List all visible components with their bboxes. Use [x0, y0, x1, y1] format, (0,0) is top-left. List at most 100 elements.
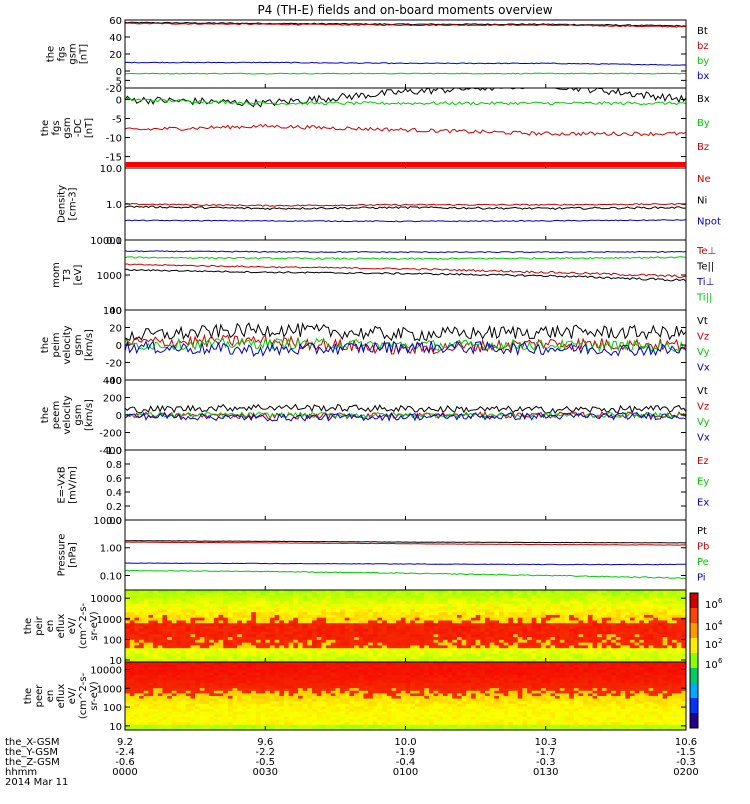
y-axis-label: E=-VxB[mV/m] [57, 466, 79, 504]
y-tick-label: 0 [116, 411, 122, 422]
y-axis-label-line: [mV/m] [68, 466, 79, 504]
legend-entry: Pi [697, 573, 706, 584]
series-line-by [125, 73, 686, 74]
y-tick-label: 5 [116, 76, 122, 87]
y-axis-label-line: the [23, 618, 34, 634]
y-axis-label: Density[cm-3] [57, 185, 79, 223]
y-tick-label: 0.4 [106, 488, 122, 499]
panel-8: 10.00 1.00 0.10 Pressure[nPa] Pt Pb Pe Pi [57, 516, 710, 590]
series-line-Te|| [125, 269, 686, 281]
y-tick-label: 400 [103, 376, 122, 387]
legend-entry: Ni [697, 195, 707, 206]
series-line-Pe [125, 570, 686, 578]
legend-entry: Bx [697, 94, 710, 105]
y-tick-label: 40 [109, 33, 122, 44]
y-tick-label: -10 [106, 134, 122, 145]
y-axis-label-line: velocity [62, 395, 73, 434]
series-line-Bz [125, 124, 686, 135]
y-axis-label-line: gsm [73, 404, 84, 425]
legend-entry: Pt [697, 526, 707, 537]
y-axis-label-line: eflux [56, 614, 67, 639]
y-tick-label: 1000 [97, 271, 122, 282]
y-tick-label: -20 [106, 359, 122, 370]
series-line-Npot [125, 220, 686, 222]
y-axis-label-line: Pressure [57, 534, 68, 577]
legend-entry: Pb [697, 542, 709, 553]
y-tick-label: 10.00 [93, 516, 122, 527]
y-axis-label-line: [nT] [84, 118, 95, 138]
y-axis-label-line: (cm^2-s- [78, 602, 89, 649]
legend-entry: Vz [697, 402, 709, 413]
y-axis-label: thepeemvelocitygsm[km/s] [40, 395, 95, 434]
y-axis-label-line: peir [34, 615, 45, 635]
series-line-Vt [125, 323, 686, 340]
legend-entry: Ex [697, 497, 709, 508]
legend-entry: Bz [697, 142, 709, 153]
y-axis-label-line: sr-eV) [89, 611, 100, 640]
legend-entry: Ez [697, 456, 709, 467]
y-axis-label-line: T3 [62, 269, 73, 282]
legend-entry: Vy [697, 347, 710, 358]
series-line-Pi [125, 563, 686, 565]
legend-entry: Pe [697, 557, 709, 568]
y-tick-label: 20 [109, 324, 122, 335]
y-tick-label: 60 [109, 16, 122, 27]
series-line-Te⊥ [125, 264, 686, 278]
y-tick-label: -5 [112, 114, 122, 125]
legend-entry: bz [697, 41, 709, 52]
legend-entry: Ti|| [696, 293, 712, 304]
y-tick-label: 20 [109, 50, 122, 61]
y-tick-label: 40 [109, 306, 122, 317]
figure-title: P4 (TH-E) fields and on-board moments ov… [257, 3, 552, 17]
y-tick-label: -15 [106, 153, 122, 164]
y-axis-label-line: [nT] [79, 44, 90, 64]
y-axis-label-line: the [46, 46, 57, 62]
y-axis-label-line: fgs [51, 120, 62, 135]
legend-entry: Vx [697, 363, 710, 374]
panel-5: 40200-20-40thepeimvelocitygsm[km/s]VtVzV… [40, 306, 710, 387]
y-axis-label-line: Density [57, 185, 68, 223]
legend-entry: Vt [697, 316, 708, 327]
y-axis-label: thefgsgsm-DC[nT] [40, 117, 95, 138]
y-tick-label: 1.0 [106, 200, 122, 211]
legend-entry: Te|| [696, 262, 714, 273]
y-axis-label-line: [eV] [73, 265, 84, 286]
y-tick-label: 1.00 [100, 544, 122, 555]
y-tick-label: 1.0 [106, 446, 122, 457]
y-tick-label: 10000 [90, 594, 122, 605]
series-line-Ni [125, 206, 686, 210]
panel-6: 4002000-200-400thepeemvelocitygsm[km/s]V… [40, 376, 710, 457]
y-axis-label-line: the [40, 407, 51, 423]
legend-entry: Ti⊥ [696, 277, 714, 288]
y-tick-label: 0 [116, 95, 122, 106]
legend-entry: Bt [697, 26, 708, 37]
y-axis-label-line: gsm [73, 334, 84, 355]
legend-entry: Vx [697, 433, 710, 444]
y-axis-label-line: the [40, 337, 51, 353]
y-tick-label: 10000 [90, 236, 122, 247]
panel-frame [125, 450, 686, 520]
y-axis-label-line: [nPa] [68, 542, 79, 568]
panel-frame [125, 20, 686, 88]
y-tick-label: 0.6 [106, 474, 122, 485]
y-tick-label: 1000 [97, 615, 122, 626]
panel-frame [125, 240, 686, 310]
y-axis-label-line: fgs [57, 46, 68, 61]
legend-entry: Vz [697, 332, 709, 343]
y-tick-label: 100 [103, 635, 122, 646]
y-axis-label: Pressure[nPa] [57, 534, 79, 577]
panel-9: 10000100010010thepeirenefluxeV/(cm^2-s-s… [23, 590, 687, 667]
y-axis-label-line: the [40, 120, 51, 136]
y-tick-label: -200 [99, 429, 122, 440]
y-axis-label: thepeimvelocitygsm[km/s] [40, 325, 95, 364]
y-axis-label-line: gsm [68, 43, 79, 64]
y-axis-label-line: [km/s] [84, 399, 95, 431]
y-axis-label-line: E=-VxB [57, 466, 68, 503]
panels: 6040200-20thefgsgsm[nT]Btbzbybx50-5-10-1… [23, 16, 721, 733]
y-tick-label: 0.10 [100, 571, 122, 582]
